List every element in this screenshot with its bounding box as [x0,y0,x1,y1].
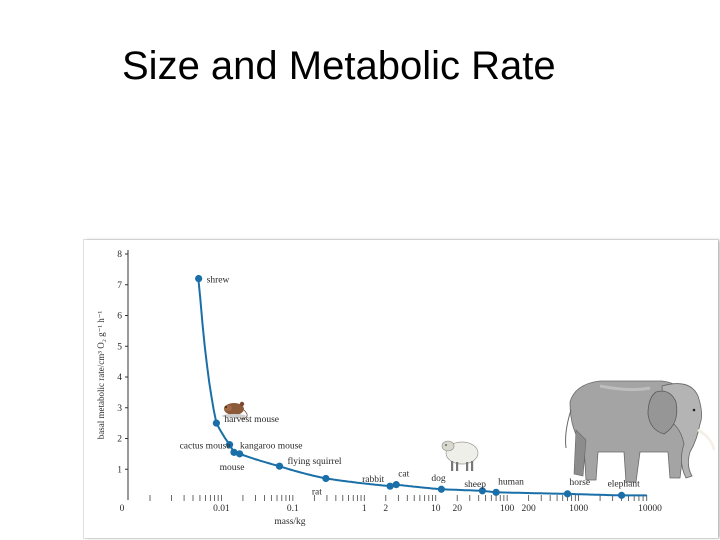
metabolic-rate-curve [197,275,647,497]
x-tick-label: 10 [431,504,441,514]
x-axis-ticks: 0.01 0.1 1 2 10 20 100 200 1000 10000 [149,495,662,514]
data-point-flying-squirrel [275,462,284,470]
x-tick-label: 0.01 [213,504,230,514]
sheep-illustration [441,440,479,471]
x-origin-label: 0 [120,504,125,514]
data-point-rabbit [386,482,394,490]
data-label-cactus-mouse: cactus mouse [180,442,231,452]
data-label-mouse: mouse [220,463,245,473]
y-tick-label: 5 [117,342,122,352]
data-point-cactus-mouse [225,441,234,449]
y-tick-label: 8 [117,250,122,260]
mouse-illustration [222,401,248,420]
x-tick-label: 20 [452,504,462,514]
x-axis-label: mass/kg [274,517,305,527]
data-label-rabbit: rabbit [362,475,385,485]
data-label-elephant: elephant [608,479,641,489]
x-tick-label: 1000 [569,504,588,514]
y-tick-label: 1 [117,465,122,475]
data-label-shrew: shrew [207,276,230,286]
data-label-harvest-mouse: harvest mouse [224,415,279,425]
x-tick-label: 0.1 [287,504,299,514]
x-tick-label: 10000 [638,504,662,514]
y-tick-label: 3 [117,404,122,414]
data-point-cat [392,481,400,489]
data-point-labels: shrew harvest mouse cactus mouse kangaroo m… [180,276,641,498]
data-point-shrew [195,275,203,283]
data-label-dog: dog [431,474,446,484]
x-tick-label: 2 [383,504,388,514]
data-point-mouse [236,450,244,458]
data-label-horse: horse [570,478,591,488]
data-points [195,275,626,499]
data-label-kangaroo-mouse: kangaroo mouse [240,441,303,451]
y-tick-label: 4 [117,373,122,383]
x-tick-label: 200 [522,504,537,514]
data-point-horse [563,490,572,498]
data-point-rat [322,474,330,483]
x-tick-label: 1 [362,504,367,514]
data-label-cat: cat [398,470,409,480]
data-point-human [492,488,500,496]
data-label-flying-squirrel: flying squirrel [287,456,341,467]
elephant-illustration [565,380,716,483]
y-tick-label: 7 [117,281,122,291]
data-label-rat: rat [312,487,322,497]
y-axis-ticks: 1 2 3 4 5 6 7 8 [117,250,128,475]
data-point-dog [437,485,445,493]
data-point-sheep [478,487,486,495]
data-point-elephant [617,491,626,499]
data-label-human: human [498,477,524,487]
slide-title: Size and Metabolic Rate [122,44,556,88]
data-label-sheep: sheep [464,480,486,490]
y-tick-label: 6 [117,312,122,322]
data-point-harvest-mouse [212,419,220,427]
y-axis-label: basal metabolic rate/cm³ O₂ g⁻¹ h⁻¹ [96,310,106,439]
x-tick-label: 100 [500,504,515,514]
y-tick-label: 2 [117,435,122,445]
data-point-kangaroo-mouse [230,448,238,456]
